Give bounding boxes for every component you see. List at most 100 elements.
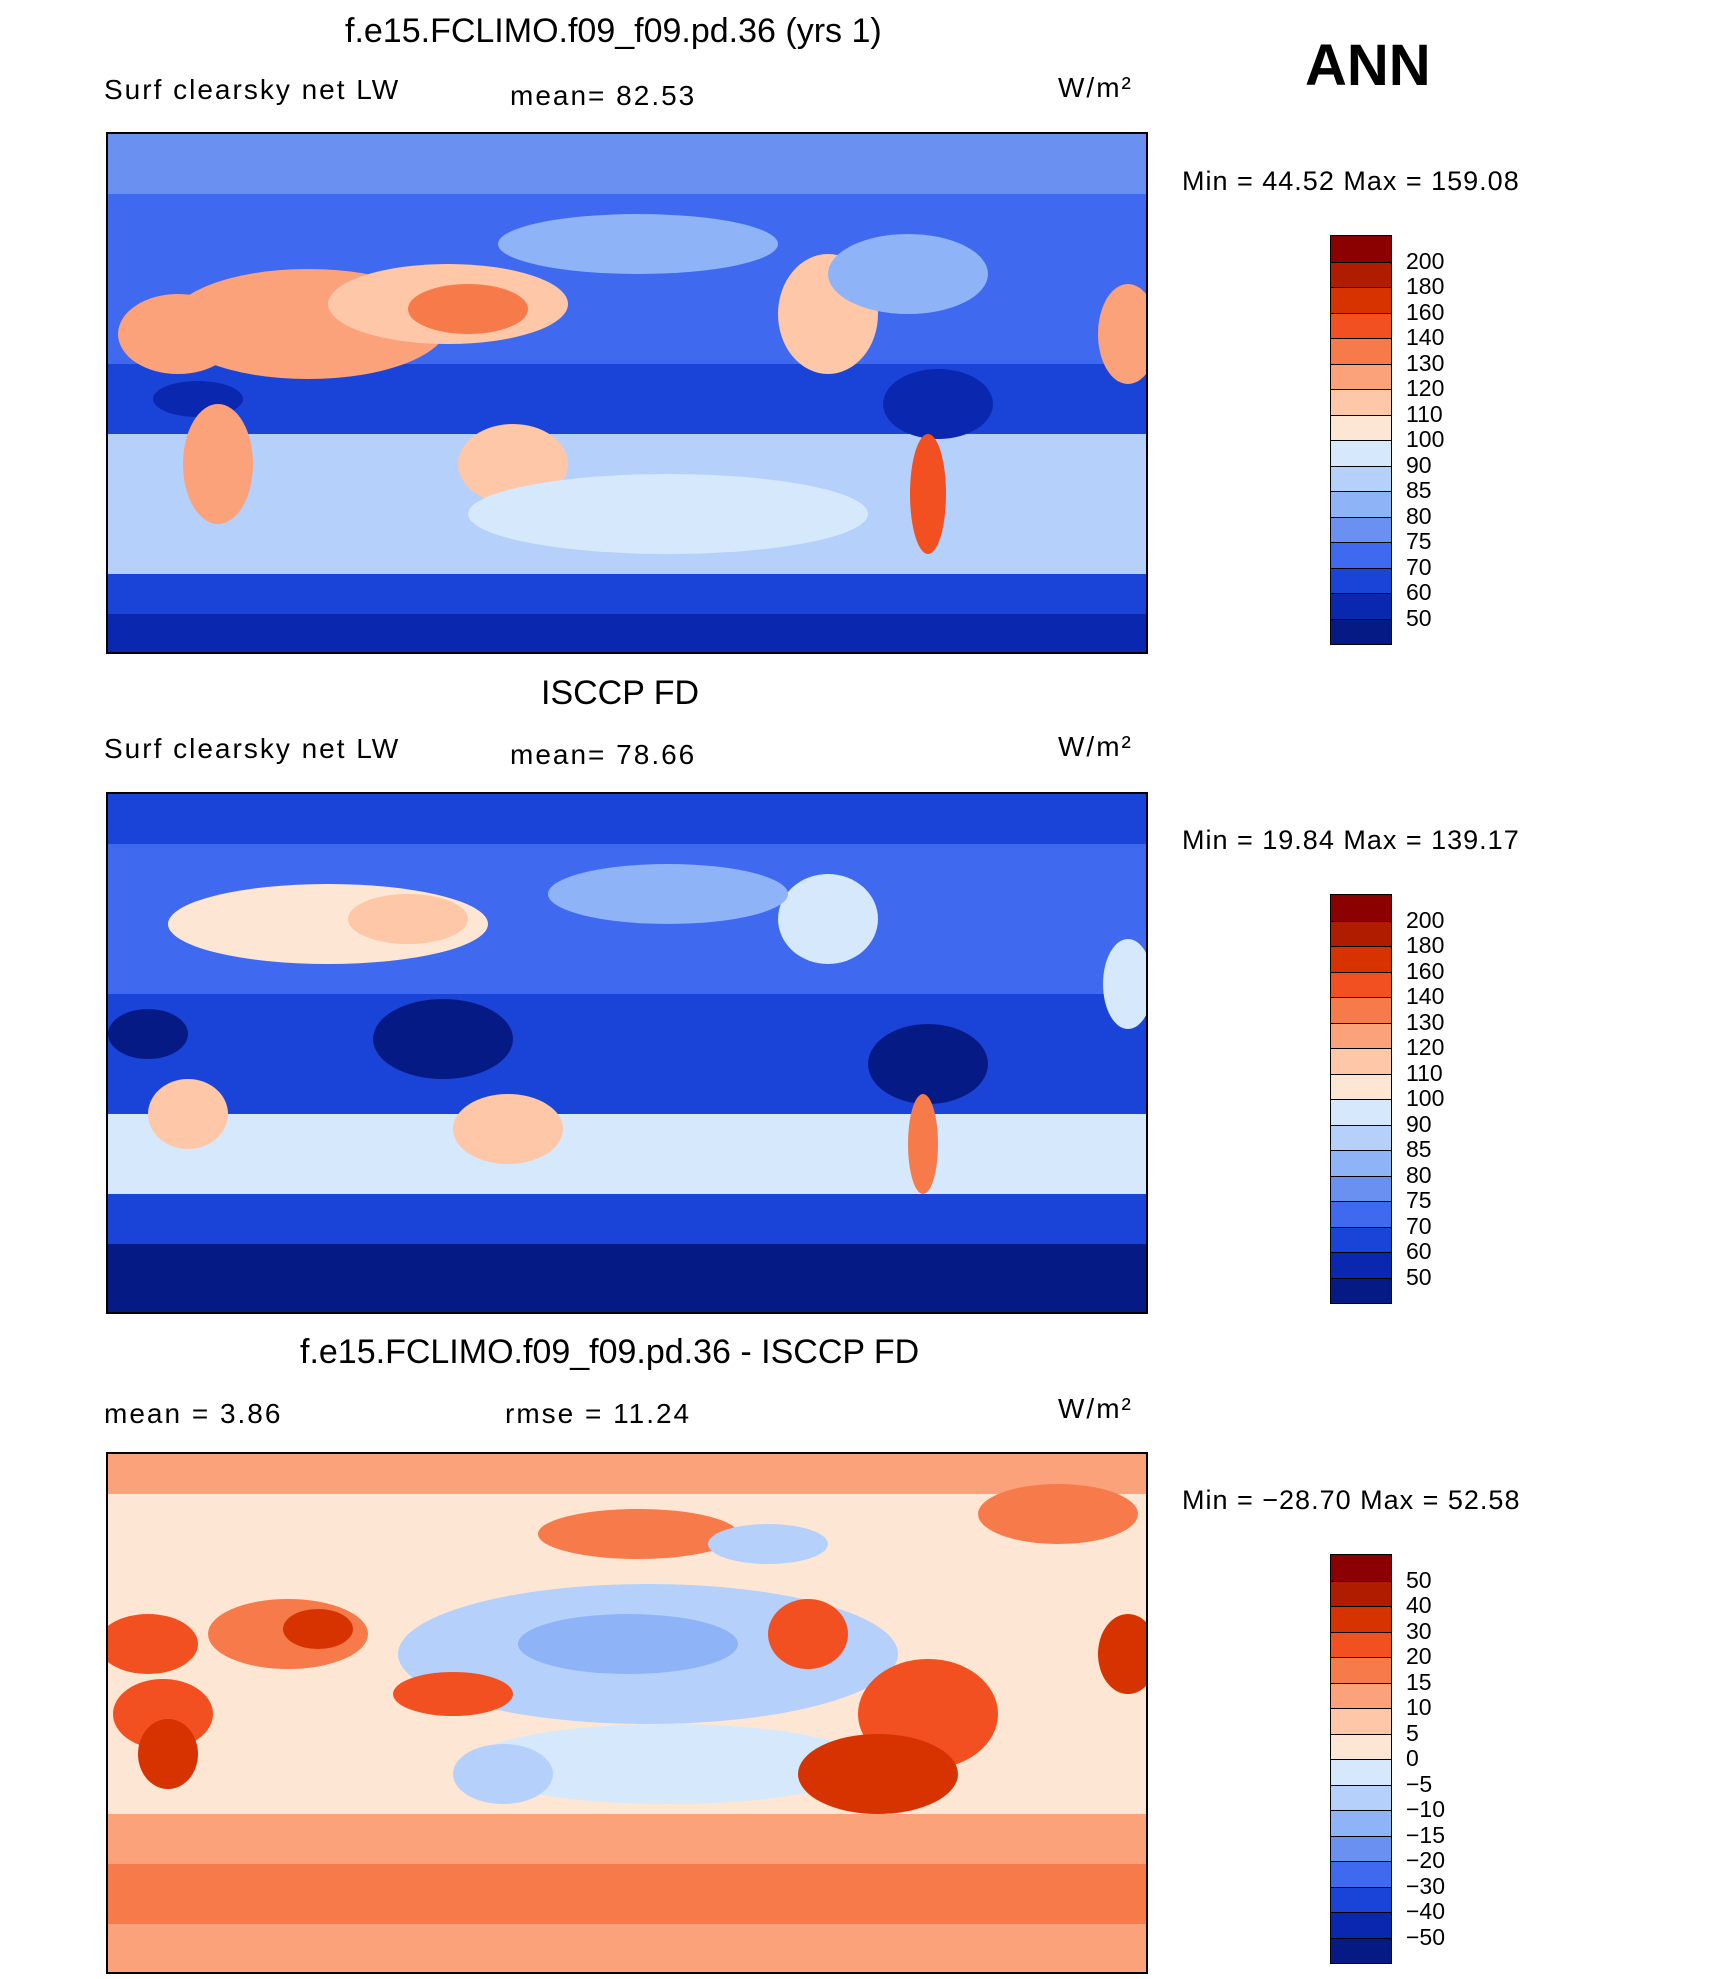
colorbar-swatch: [1331, 593, 1391, 619]
colorbar-level-label: 110: [1406, 1059, 1443, 1086]
colorbar-swatch: [1331, 516, 1391, 542]
panel-title: ISCCP FD: [541, 674, 700, 712]
rmse-label: rmse = 11.24: [505, 1398, 692, 1429]
colorbar-level-label: 85: [1406, 477, 1432, 503]
colorbar-level-label: 50: [1406, 604, 1432, 631]
colorbar-swatch: [1331, 1784, 1391, 1810]
variable-label: Surf clearsky net LW: [104, 733, 401, 764]
colorbar-level-label: 160: [1406, 298, 1445, 325]
colorbar-swatch: [1331, 440, 1391, 466]
colorbar-level-label: 60: [1406, 1238, 1432, 1264]
colorbar-swatch: [1331, 363, 1391, 389]
colorbar-swatch: [1331, 1175, 1391, 1201]
colorbar-level-label: 140: [1406, 983, 1445, 1009]
mean-label: mean = 3.86: [104, 1398, 283, 1429]
colorbar-level-label: 50: [1406, 1263, 1432, 1290]
colorbar-level-label: 50: [1406, 1566, 1432, 1593]
mean-label: mean= 82.53: [510, 80, 697, 111]
colorbar: [1330, 235, 1392, 645]
colorbar-swatch: [1331, 1124, 1391, 1150]
colorbar-level-label: 60: [1406, 579, 1432, 605]
colorbar-swatch: [1331, 1226, 1391, 1252]
colorbar-swatch: [1331, 491, 1391, 517]
minmax-label: Min = 19.84 Max = 139.17: [1182, 825, 1520, 855]
colorbar-swatch: [1331, 1631, 1391, 1657]
colorbar-swatch: [1331, 389, 1391, 415]
colorbar-level-label: 75: [1406, 1187, 1432, 1213]
minmax-label: Min = −28.70 Max = 52.58: [1182, 1485, 1521, 1515]
colorbar-level-label: 130: [1406, 1008, 1445, 1035]
colorbar-swatch: [1331, 1555, 1391, 1581]
colorbar-swatch: [1331, 997, 1391, 1023]
colorbar-swatch: [1331, 1912, 1391, 1938]
colorbar-swatch: [1331, 1201, 1391, 1227]
colorbar-swatch: [1331, 920, 1391, 946]
panel-title: f.e15.FCLIMO.f09_f09.pd.36 (yrs 1): [345, 12, 882, 50]
colorbar-level-label: 180: [1406, 273, 1445, 299]
colorbar-level-label: −40: [1406, 1898, 1446, 1924]
colorbar-swatch: [1331, 542, 1391, 568]
colorbar-level-label: 160: [1406, 957, 1445, 984]
colorbar-level-label: 30: [1406, 1617, 1432, 1644]
colorbar-swatch: [1331, 287, 1391, 313]
colorbar-level-label: 0: [1406, 1745, 1419, 1771]
colorbar-level-label: 70: [1406, 553, 1432, 580]
colorbar-level-label: 90: [1406, 1110, 1432, 1137]
colorbar-swatch: [1331, 1099, 1391, 1125]
colorbar-level-label: 40: [1406, 1592, 1432, 1618]
colorbar-swatch: [1331, 567, 1391, 593]
colorbar-swatch: [1331, 1886, 1391, 1912]
variable-label: Surf clearsky net LW: [104, 74, 401, 105]
colorbar-swatch: [1331, 261, 1391, 287]
colorbar-swatch: [1331, 1150, 1391, 1176]
units-label: W/m²: [1058, 731, 1133, 762]
colorbar-level-label: 90: [1406, 451, 1432, 478]
colorbar-swatch: [1331, 1733, 1391, 1759]
colorbar-level-label: 75: [1406, 528, 1432, 554]
colorbar-level-label: 120: [1406, 1034, 1445, 1060]
map-field-svg: [108, 134, 1146, 652]
colorbar-swatch: [1331, 1048, 1391, 1074]
colorbar-level-label: 85: [1406, 1136, 1432, 1162]
colorbar-level-label: 110: [1406, 400, 1443, 427]
colorbar-level-label: 100: [1406, 1085, 1445, 1111]
mean-label: mean= 78.66: [510, 739, 697, 770]
colorbar-swatch: [1331, 1835, 1391, 1861]
map-plot: [106, 792, 1148, 1314]
colorbar-swatch: [1331, 338, 1391, 364]
colorbar-swatch: [1331, 312, 1391, 338]
colorbar: [1330, 1554, 1392, 1964]
colorbar-swatch: [1331, 414, 1391, 440]
colorbar-swatch: [1331, 1759, 1391, 1785]
colorbar-swatch: [1331, 1277, 1391, 1303]
colorbar-level-label: 100: [1406, 426, 1445, 452]
map-plot: [106, 132, 1148, 654]
minmax-label: Min = 44.52 Max = 159.08: [1182, 166, 1520, 196]
colorbar-level-label: −50: [1406, 1923, 1446, 1950]
colorbar-swatch: [1331, 1682, 1391, 1708]
colorbar-level-label: 20: [1406, 1643, 1432, 1669]
season-label: ANN: [1305, 33, 1431, 98]
colorbar-level-label: −15: [1406, 1821, 1446, 1848]
colorbar-swatch: [1331, 1252, 1391, 1278]
colorbar-level-label: −20: [1406, 1847, 1446, 1873]
colorbar-level-label: 15: [1406, 1668, 1432, 1695]
colorbar-swatch: [1331, 618, 1391, 644]
colorbar: [1330, 894, 1392, 1304]
colorbar-level-label: 10: [1406, 1694, 1432, 1720]
map-plot: [106, 1452, 1148, 1974]
colorbar-level-label: −10: [1406, 1796, 1446, 1822]
units-label: W/m²: [1058, 1393, 1133, 1424]
colorbar-level-label: −30: [1406, 1872, 1446, 1899]
colorbar-swatch: [1331, 1657, 1391, 1683]
colorbar-swatch: [1331, 1606, 1391, 1632]
map-field-svg: [108, 794, 1146, 1312]
colorbar-swatch: [1331, 465, 1391, 491]
panel-title: f.e15.FCLIMO.f09_f09.pd.36 - ISCCP FD: [300, 1333, 920, 1371]
colorbar-level-label: 200: [1406, 247, 1445, 274]
colorbar-level-label: 5: [1406, 1719, 1419, 1746]
units-label: W/m²: [1058, 72, 1133, 103]
colorbar-level-label: 120: [1406, 375, 1445, 401]
colorbar-swatch: [1331, 1022, 1391, 1048]
colorbar-swatch: [1331, 1580, 1391, 1606]
